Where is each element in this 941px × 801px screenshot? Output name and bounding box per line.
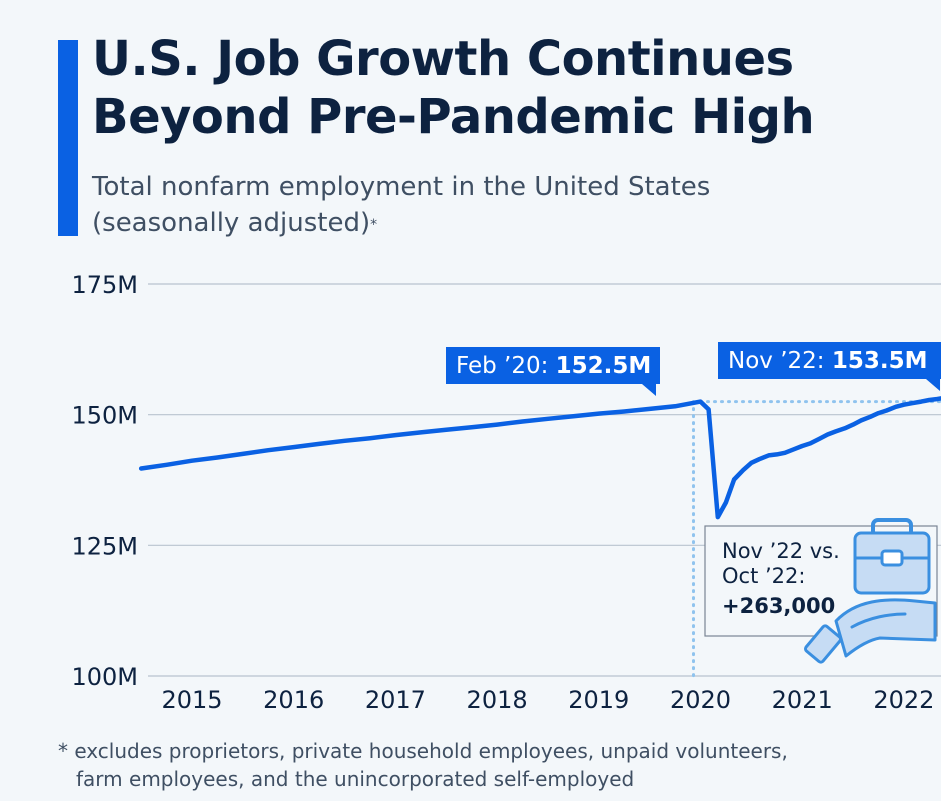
y-tick-label: 150M (71, 402, 138, 430)
footnote-line-1: * excludes proprietors, private househol… (58, 739, 788, 763)
info-box-value: +263,000 (722, 594, 835, 618)
callout-value: 152.5M (556, 353, 652, 379)
callout-pointer (926, 379, 940, 391)
x-tick-label: 2021 (772, 686, 833, 714)
x-tick-label: 2016 (263, 686, 324, 714)
series-line-0 (138, 396, 941, 520)
title-accent-bar (58, 40, 78, 236)
callout-value: 153.5M (832, 348, 928, 374)
subtitle-line-2-text: (seasonally adjusted) (92, 208, 371, 238)
title-line-1: U.S. Job Growth Continues (92, 31, 794, 87)
briefcase-clasp (880, 549, 904, 567)
subtitle-asterisk: * (370, 217, 378, 233)
callout-box (718, 342, 941, 379)
footnote-line-2: farm employees, and the unincorporated s… (76, 767, 635, 791)
x-tick-label: 2019 (568, 686, 629, 714)
info-box-line-2: Oct ’22: (722, 564, 805, 588)
y-tick-label: 125M (71, 532, 138, 560)
callout-label: Nov ’22: (728, 348, 832, 374)
subtitle-line-2: (seasonally adjusted)* (92, 205, 892, 241)
x-tick-label: 2015 (161, 686, 222, 714)
y-tick-label: 175M (71, 271, 138, 299)
x-tick-label: 2017 (365, 686, 426, 714)
title-line-2: Beyond Pre-Pandemic High (92, 89, 815, 145)
hand-finger (850, 612, 907, 629)
y-tick-label: 100M (71, 663, 138, 691)
chart-title: U.S. Job Growth Continues Beyond Pre-Pan… (92, 30, 932, 146)
subtitle-line-1: Total nonfarm employment in the United S… (92, 172, 711, 202)
info-box-line-1: Nov ’22 vs. (722, 539, 840, 563)
callout-text: Nov ’22: 153.5M (728, 348, 927, 374)
x-tick-label: 2018 (467, 686, 528, 714)
hand-cuff (804, 624, 842, 664)
callout-box (446, 347, 660, 384)
x-tick-label: 2022 (873, 686, 934, 714)
callout-pointer (642, 384, 656, 396)
chart-subtitle: Total nonfarm employment in the United S… (92, 169, 892, 241)
callout-label: Feb ’20: (456, 353, 556, 379)
callout-nov-22: Nov ’22: 153.5M (718, 342, 941, 391)
footnote: * excludes proprietors, private househol… (58, 737, 918, 793)
callout-text: Feb ’20: 152.5M (456, 353, 651, 379)
hand-palm (834, 598, 937, 658)
briefcase-hand-icon (804, 518, 937, 664)
x-tick-label: 2020 (670, 686, 731, 714)
callout-feb-20: Feb ’20: 152.5M (446, 347, 660, 396)
